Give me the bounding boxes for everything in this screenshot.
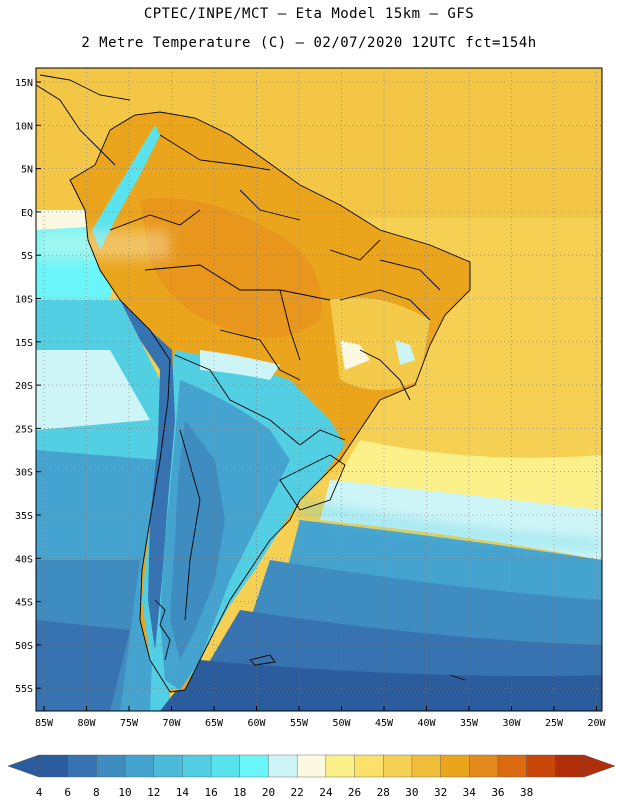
colorbar-label: 28: [377, 786, 390, 799]
colorbar-label: 14: [176, 786, 190, 799]
chart-title: CPTEC/INPE/MCT – Eta Model 15km – GFS: [143, 6, 475, 22]
latitude-labels: 15N 10N 5N EQ 5S 10S 15S 20S 25S 30S 35S 40S 45S 50S 5…: [15, 78, 41, 695]
lat-label: 10N: [15, 121, 33, 132]
colorbar-swatch: [411, 754, 442, 778]
colorbar-label: 6: [64, 786, 71, 799]
lat-label: 30S: [15, 468, 33, 479]
lat-label: 5S: [21, 251, 33, 262]
lon-label: 75W: [120, 718, 139, 729]
colorbar-swatch: [325, 754, 356, 778]
colorbar-swatch: [354, 754, 384, 778]
lat-label: 50S: [15, 641, 33, 652]
colorbar-swatch: [210, 754, 241, 778]
colorbar-label: 30: [405, 786, 418, 799]
colorbar-swatch: [96, 754, 126, 778]
lat-label: 5N: [21, 165, 33, 176]
lat-label: 20S: [15, 381, 33, 392]
colorbar-left-arrow: [7, 754, 40, 778]
lon-label: 65W: [205, 718, 224, 729]
lat-label: 10S: [15, 295, 33, 306]
colorbar-swatch: [526, 754, 556, 778]
colorbar-label: 20: [262, 786, 275, 799]
lat-label: 25S: [15, 424, 33, 435]
lon-label: 60W: [247, 718, 266, 729]
colorbar-label: 4: [36, 786, 43, 799]
colorbar-label: 34: [463, 786, 477, 799]
colorbar-swatch: [182, 754, 212, 778]
lat-label: 45S: [15, 598, 33, 609]
lat-label: EQ: [21, 208, 33, 219]
colorbar-swatch: [38, 754, 69, 778]
colorbar-label: 36: [491, 786, 504, 799]
colorbar-label: 16: [204, 786, 217, 799]
colorbar-swatch: [440, 754, 470, 778]
colorbar-swatch: [296, 754, 327, 778]
colorbar-swatch: [383, 754, 413, 778]
colorbar-label: 24: [319, 786, 333, 799]
lon-label: 55W: [290, 718, 309, 729]
colorbar-label: 32: [434, 786, 447, 799]
longitude-labels: 85W 80W 75W 70W 65W 60W 55W 50W 45W 40W 35W 30W 25W 2…: [35, 706, 607, 729]
lat-label: 55S: [15, 684, 33, 695]
lon-label: 70W: [162, 718, 181, 729]
lon-label: 35W: [460, 718, 479, 729]
lat-label: 35S: [15, 511, 33, 522]
colorbar-swatch: [239, 754, 269, 778]
country-borders: [36, 74, 471, 693]
colorbar-label: 18: [233, 786, 246, 799]
colorbar-label: 8: [93, 786, 100, 799]
colorbar-swatch: [555, 754, 585, 778]
colorbar-label: 10: [118, 786, 131, 799]
lon-label: 30W: [502, 718, 521, 729]
temperature-field: [36, 68, 602, 711]
lon-label: 45W: [375, 718, 394, 729]
colorbar: 4 6 8 10 12 14 16 18 20 22 24 26 28 30 32 34 36 38: [7, 754, 616, 799]
colorbar-label: 22: [291, 786, 304, 799]
lat-label: 15S: [15, 338, 33, 349]
colorbar-swatch: [124, 754, 155, 778]
lon-label: 40W: [417, 718, 436, 729]
lon-label: 20W: [587, 718, 606, 729]
colorbar-swatch: [469, 754, 499, 778]
lon-label: 80W: [77, 718, 96, 729]
colorbar-swatch: [67, 754, 97, 778]
lat-label: 40S: [15, 554, 33, 565]
lat-label: 15N: [15, 78, 33, 89]
colorbar-swatch: [497, 754, 528, 778]
colorbar-label: 26: [348, 786, 361, 799]
map-frame: [35, 67, 603, 712]
colorbar-label: 38: [520, 786, 533, 799]
lon-label: 50W: [332, 718, 351, 729]
colorbar-swatch: [268, 754, 298, 778]
lon-label: 25W: [545, 718, 564, 729]
lon-label: 85W: [35, 718, 54, 729]
colorbar-right-arrow: [583, 754, 616, 778]
colorbar-label: 12: [147, 786, 160, 799]
chart-subtitle: 2 Metre Temperature (C) – 02/07/2020 12U…: [81, 35, 537, 51]
colorbar-swatch: [153, 754, 183, 778]
